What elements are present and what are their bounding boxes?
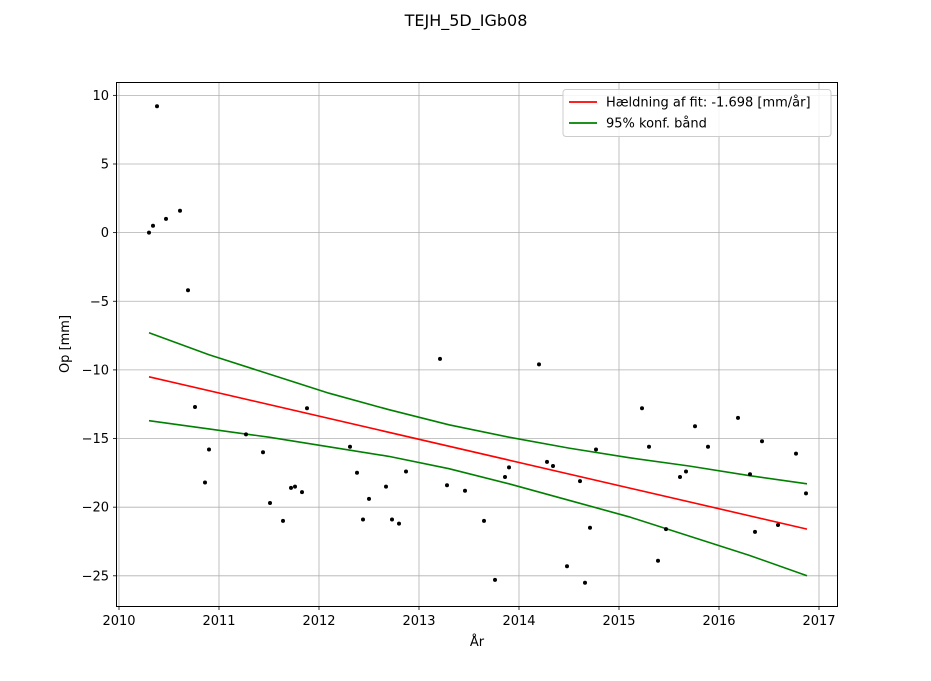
x-tick-label: 2017 xyxy=(802,614,835,629)
y-tick-label: −25 xyxy=(82,569,109,584)
chart-title: TEJH_5D_IGb08 xyxy=(404,11,528,31)
series-line-0 xyxy=(148,376,808,530)
data-point xyxy=(348,444,352,449)
data-point xyxy=(748,472,752,477)
data-point xyxy=(186,288,190,293)
data-point xyxy=(493,577,497,582)
x-axis-ticks: 2010 2011 2012 2013 2014 2015 2016 2017 xyxy=(102,606,836,629)
data-point xyxy=(397,521,401,526)
data-point xyxy=(594,447,598,452)
data-point xyxy=(545,459,549,464)
data-point xyxy=(164,216,168,221)
data-point xyxy=(438,356,442,361)
data-point xyxy=(367,496,371,501)
series-line-2 xyxy=(148,419,808,577)
data-point xyxy=(684,469,688,474)
data-point xyxy=(537,362,541,367)
y-axis-label: Op [mm] xyxy=(58,315,73,373)
legend-label: Hældning af fit: -1.698 [mm/år] xyxy=(606,96,811,111)
y-tick-label: −15 xyxy=(82,432,109,447)
data-point xyxy=(706,444,710,449)
data-point xyxy=(293,484,297,489)
data-point xyxy=(693,424,697,429)
data-point xyxy=(384,484,388,489)
series-lines xyxy=(148,332,808,577)
data-point xyxy=(503,475,507,479)
x-tick-label: 2011 xyxy=(202,614,235,629)
data-point xyxy=(656,558,660,563)
data-point xyxy=(244,432,248,437)
legend: Hældning af fit: -1.698 [mm/år] 95% konf.… xyxy=(562,89,832,137)
data-point xyxy=(565,564,569,569)
legend-box xyxy=(562,89,832,137)
data-point xyxy=(482,518,486,523)
data-point xyxy=(794,451,798,456)
data-point xyxy=(804,491,808,496)
data-point xyxy=(640,406,644,411)
data-point xyxy=(463,488,467,493)
x-tick-label: 2012 xyxy=(302,614,335,629)
x-tick-label: 2013 xyxy=(402,614,435,629)
series-line-1 xyxy=(148,332,808,485)
data-point xyxy=(261,450,265,455)
data-point xyxy=(583,580,587,585)
data-point xyxy=(445,483,449,488)
data-point xyxy=(736,415,740,420)
data-point xyxy=(551,464,555,468)
y-tick-label: −10 xyxy=(82,363,109,378)
data-point xyxy=(507,465,511,470)
data-point xyxy=(300,490,304,495)
data-point xyxy=(647,444,651,449)
data-points xyxy=(147,104,808,585)
data-point xyxy=(776,523,780,527)
data-point xyxy=(147,230,151,235)
data-point xyxy=(155,104,159,109)
y-tick-label: 5 xyxy=(101,157,109,172)
data-point xyxy=(203,480,207,485)
x-tick-label: 2014 xyxy=(502,614,535,629)
data-point xyxy=(664,527,668,532)
y-tick-label: 0 xyxy=(101,226,109,241)
grid xyxy=(117,83,837,606)
x-axis-label: År xyxy=(470,634,485,650)
data-point xyxy=(193,405,197,409)
x-tick-label: 2010 xyxy=(102,614,135,629)
data-point xyxy=(355,470,359,475)
data-point xyxy=(678,475,682,479)
data-point xyxy=(281,518,285,523)
data-point xyxy=(753,529,757,534)
y-tick-label: −5 xyxy=(90,295,109,310)
x-tick-label: 2015 xyxy=(602,614,635,629)
y-tick-label: 10 xyxy=(92,89,109,104)
y-tick-label: −20 xyxy=(82,501,109,516)
data-point xyxy=(390,517,394,522)
data-point xyxy=(588,525,592,530)
data-point xyxy=(760,439,764,444)
data-point xyxy=(289,485,293,490)
data-point xyxy=(404,469,408,474)
y-axis-ticks: 10 5 0 −5 −10 −15 −20 −25 xyxy=(82,89,117,584)
data-point xyxy=(268,501,272,505)
data-point xyxy=(151,223,155,228)
data-point xyxy=(361,517,365,522)
legend-label: 95% konf. bånd xyxy=(606,117,707,132)
data-point xyxy=(578,479,582,484)
plot-frame xyxy=(116,82,838,607)
data-point xyxy=(207,447,211,452)
data-point xyxy=(178,208,182,213)
data-point xyxy=(305,406,309,411)
x-tick-label: 2016 xyxy=(702,614,735,629)
